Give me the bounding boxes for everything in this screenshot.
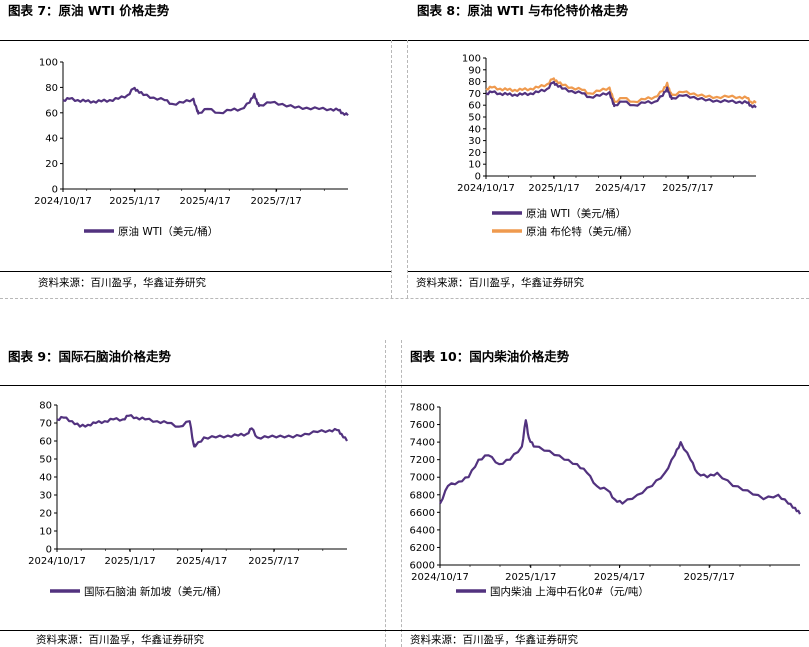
y-tick-label: 7600	[410, 420, 435, 431]
legend-label: 国内柴油 上海中石化0#（元/吨）	[490, 585, 649, 598]
series-line	[485, 77, 757, 105]
legend-label: 原油 WTI（美元/桶）	[118, 225, 218, 238]
y-tick-label: 20	[45, 159, 58, 170]
source-note: 资料来源：百川盈孚，华鑫证券研究	[36, 634, 204, 646]
x-tick-label: 2025/1/17	[104, 556, 155, 567]
series-line	[62, 86, 349, 117]
series-line	[56, 414, 348, 448]
y-tick-label: 20	[468, 148, 481, 159]
y-tick-label: 60	[468, 101, 481, 112]
y-tick-label: 10	[468, 160, 481, 171]
diesel-price-chart: 6000 6200 6400 6600 6800 7000 7200 7400 7600 7800…	[410, 403, 801, 598]
row-divider	[0, 298, 809, 299]
y-tick-label: 50	[468, 113, 481, 124]
y-tick-label: 0	[52, 185, 58, 196]
legend-label: 原油 WTI（美元/桶）	[526, 207, 626, 220]
y-tick-label: 30	[39, 491, 52, 502]
y-tick-label: 40	[39, 473, 52, 484]
y-tick-label: 30	[468, 136, 481, 147]
y-tick-label: 70	[39, 419, 52, 430]
y-tick-label: 20	[39, 509, 52, 520]
x-tick-label: 2025/1/17	[505, 572, 556, 583]
chart-title: 图表 9：国际石脑油价格走势	[8, 349, 172, 364]
chart-title: 图表 10：国内柴油价格走势	[410, 349, 570, 364]
y-tick-label: 60	[45, 108, 58, 119]
y-tick-label: 100	[462, 54, 481, 65]
source-note: 资料来源：百川盈孚，华鑫证券研究	[38, 277, 206, 289]
x-tick-label: 2025/7/17	[251, 196, 302, 207]
x-tick-label: 2025/4/17	[176, 556, 227, 567]
y-tick-label: 70	[468, 89, 481, 100]
y-tick-label: 40	[45, 134, 58, 145]
y-tick-label: 7400	[410, 438, 435, 449]
y-tick-label: 90	[468, 65, 481, 76]
y-tick-label: 100	[39, 58, 58, 69]
top-rule	[0, 40, 809, 41]
y-tick-label: 6000	[410, 561, 435, 572]
chart-title: 图表 7：原油 WTI 价格走势	[8, 3, 170, 18]
y-tick-label: 10	[39, 527, 52, 538]
column-divider-bottom-right	[401, 340, 402, 647]
column-divider-top	[391, 40, 392, 298]
legend-label: 国际石脑油 新加坡（美元/桶）	[84, 585, 227, 598]
y-tick-label: 40	[468, 124, 481, 135]
x-tick-label: 2025/7/17	[662, 183, 713, 194]
x-tick-label: 2024/10/17	[411, 572, 469, 583]
chart-title: 图表 8：原油 WTI 与布伦特价格走势	[417, 3, 629, 18]
wti-price-chart: 0 20 40 60 80 100 2024/10/17 2025/1/17 2025/4/17…	[34, 58, 349, 238]
series-line	[485, 80, 757, 109]
x-tick-label: 2025/7/17	[248, 556, 299, 567]
y-tick-label: 7000	[410, 473, 435, 484]
x-tick-label: 2025/1/17	[528, 183, 579, 194]
column-divider-top-right	[407, 40, 408, 298]
x-tick-label: 2024/10/17	[28, 556, 86, 567]
source-rule-right	[408, 271, 809, 272]
y-tick-label: 6600	[410, 508, 435, 519]
bottom-rule	[0, 630, 809, 631]
x-tick-label: 2025/4/17	[595, 183, 646, 194]
y-tick-label: 80	[468, 77, 481, 88]
source-note: 资料来源：百川盈孚，华鑫证券研究	[410, 634, 578, 646]
y-tick-label: 6800	[410, 490, 435, 501]
legend-label: 原油 布伦特（美元/桶）	[526, 225, 638, 238]
y-tick-label: 6400	[410, 525, 435, 536]
column-divider-bottom	[385, 340, 386, 647]
source-rule-left	[0, 271, 391, 272]
y-tick-label: 6200	[410, 543, 435, 554]
x-tick-label: 2025/1/17	[109, 196, 160, 207]
y-tick-label: 80	[39, 401, 52, 412]
series-line	[439, 419, 801, 515]
x-tick-label: 2024/10/17	[457, 183, 515, 194]
y-tick-label: 7200	[410, 455, 435, 466]
y-tick-label: 60	[39, 437, 52, 448]
y-tick-label: 80	[45, 83, 58, 94]
y-tick-label: 0	[475, 172, 481, 183]
y-tick-label: 7800	[410, 403, 435, 414]
y-tick-label: 0	[46, 545, 52, 556]
mid-rule	[0, 385, 809, 386]
x-tick-label: 2025/4/17	[594, 572, 645, 583]
x-tick-label: 2025/4/17	[179, 196, 230, 207]
source-note: 资料来源：百川盈孚，华鑫证券研究	[416, 277, 584, 289]
x-tick-label: 2025/7/17	[684, 572, 735, 583]
x-tick-label: 2024/10/17	[34, 196, 92, 207]
y-tick-label: 50	[39, 455, 52, 466]
naphtha-price-chart: 0 10 20 30 40 50 60 70 80 2024/10/17 2025/1/17 2025…	[28, 401, 348, 598]
